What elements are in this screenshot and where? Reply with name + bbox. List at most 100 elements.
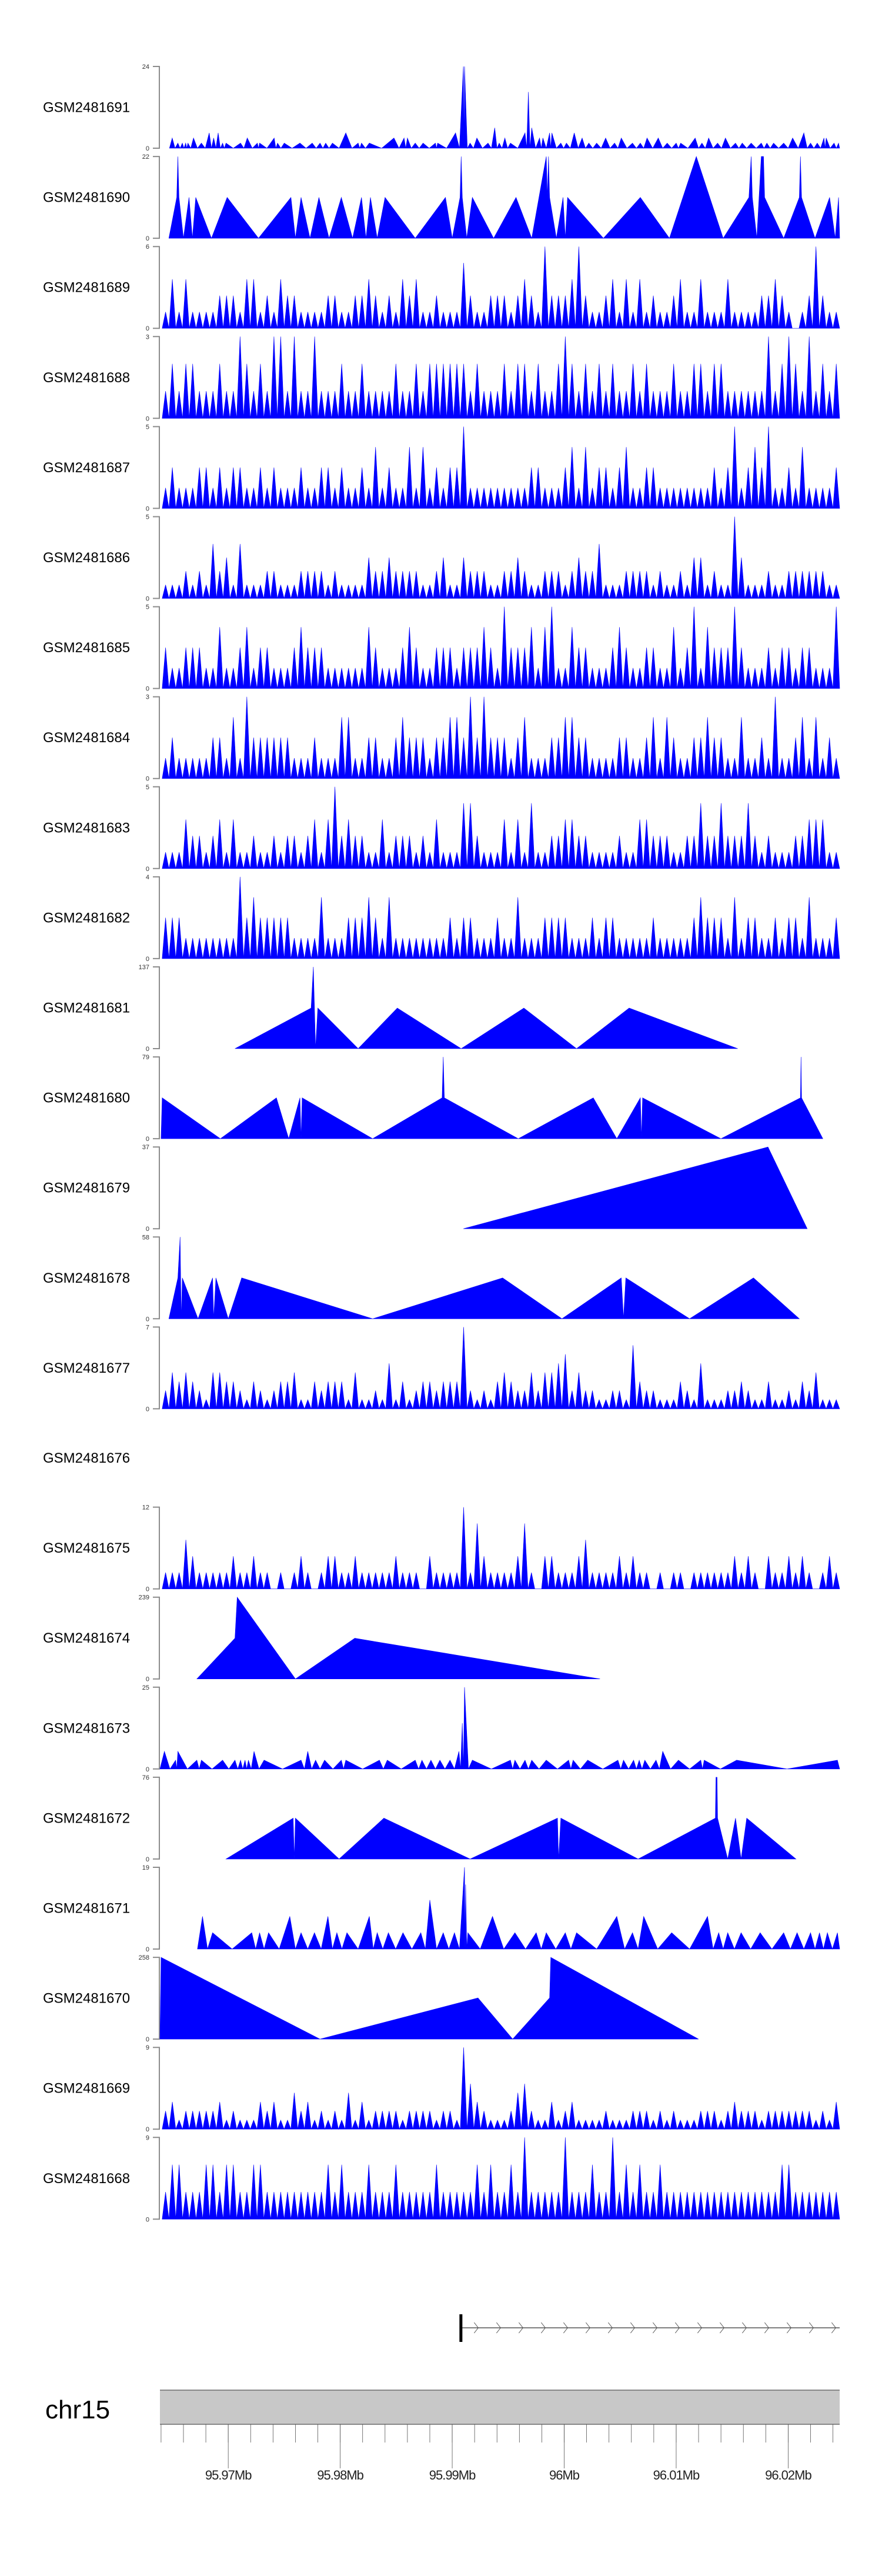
track-label: GSM2481689 — [43, 280, 130, 296]
y-axis — [153, 156, 160, 239]
gene-start-marker — [459, 2314, 463, 2342]
track-GSM2481678: GSM2481678 58 0 — [43, 1234, 800, 1323]
y-axis-max-label: 12 — [142, 1504, 149, 1511]
signal-area — [162, 2137, 840, 2220]
y-axis-min-label: 0 — [146, 505, 149, 512]
y-axis — [153, 1776, 160, 1860]
track-GSM2481686: GSM2481686 5 0 — [43, 514, 840, 603]
y-axis-max-label: 24 — [142, 64, 149, 71]
strand-arrow-icon — [697, 2322, 702, 2334]
track-GSM2481684: GSM2481684 3 0 — [43, 694, 840, 783]
signal-area — [196, 1596, 600, 1680]
x-tick-label: 95.99Mb — [429, 2468, 476, 2482]
y-axis-max-label: 79 — [142, 1054, 149, 1061]
track-label: GSM2481680 — [43, 1090, 130, 1106]
track-label: GSM2481683 — [43, 820, 130, 836]
track-label: GSM2481682 — [43, 910, 130, 926]
y-axis — [153, 246, 160, 329]
track-GSM2481688: GSM2481688 3 0 — [43, 333, 840, 422]
y-axis — [153, 2137, 160, 2220]
track-label: GSM2481670 — [43, 1991, 130, 2007]
strand-arrow-icon — [540, 2322, 546, 2334]
y-axis-max-label: 5 — [146, 423, 149, 431]
x-tick-label: 95.97Mb — [205, 2468, 252, 2482]
track-label: GSM2481675 — [43, 1540, 130, 1556]
strand-arrow-icon — [630, 2322, 635, 2334]
signal-area — [169, 66, 840, 149]
strand-arrow-icon — [764, 2322, 769, 2334]
track-label: GSM2481677 — [43, 1360, 130, 1376]
track-GSM2481669: GSM2481669 9 0 — [43, 2044, 840, 2133]
track-label: GSM2481676 — [43, 1450, 130, 1466]
signal-area — [197, 1867, 840, 1950]
signal-area — [159, 1957, 699, 2040]
strand-arrow-icon — [786, 2322, 791, 2334]
data-tracks: GSM2481691240GSM2481690220GSM248168960GS… — [43, 64, 840, 2223]
y-axis — [153, 66, 160, 149]
y-axis-max-label: 9 — [146, 2044, 149, 2051]
y-axis-max-label: 258 — [139, 1954, 149, 1961]
y-axis-min-label: 0 — [146, 1856, 149, 1863]
strand-arrow-icon — [473, 2322, 479, 2334]
track-label: GSM2481691 — [43, 100, 130, 116]
y-axis-min-label: 0 — [146, 1406, 149, 1413]
y-axis-max-label: 239 — [139, 1594, 149, 1601]
y-axis-max-label: 5 — [146, 604, 149, 611]
chromosome-band — [160, 2390, 840, 2424]
track-GSM2481671: GSM2481671 19 0 — [43, 1864, 840, 1953]
signal-area — [162, 516, 840, 599]
track-GSM2481673: GSM2481673 25 0 — [43, 1684, 840, 1773]
y-axis-max-label: 25 — [142, 1684, 149, 1691]
y-axis-max-label: 3 — [146, 694, 149, 701]
y-axis — [153, 1867, 160, 1950]
track-GSM2481672: GSM2481672 76 0 — [43, 1774, 797, 1863]
y-axis-min-label: 0 — [146, 1046, 149, 1053]
y-axis-max-label: 5 — [146, 514, 149, 521]
track-label: GSM2481690 — [43, 190, 130, 206]
track-label: GSM2481669 — [43, 2081, 130, 2097]
y-axis-min-label: 0 — [146, 866, 149, 873]
y-axis-min-label: 0 — [146, 415, 149, 422]
signal-area — [162, 246, 840, 329]
y-axis-max-label: 6 — [146, 243, 149, 251]
y-axis — [153, 1056, 160, 1140]
track-label: GSM2481687 — [43, 460, 130, 476]
y-axis — [153, 1596, 160, 1680]
track-label: GSM2481671 — [43, 1901, 130, 1917]
y-axis — [153, 696, 160, 779]
y-axis-min-label: 0 — [146, 145, 149, 152]
y-axis-max-label: 7 — [146, 1324, 149, 1331]
y-axis-min-label: 0 — [146, 235, 149, 242]
track-GSM2481689: GSM2481689 6 0 — [43, 243, 840, 332]
y-axis-min-label: 0 — [146, 956, 149, 963]
y-axis — [153, 1236, 160, 1320]
y-axis-min-label: 0 — [146, 1946, 149, 1953]
y-axis-min-label: 0 — [146, 1676, 149, 1683]
y-axis-min-label: 0 — [146, 1136, 149, 1143]
track-label: GSM2481668 — [43, 2171, 130, 2187]
y-axis-min-label: 0 — [146, 1766, 149, 1773]
y-axis — [153, 1146, 160, 1230]
strand-arrow-icon — [496, 2322, 501, 2334]
track-GSM2481683: GSM2481683 5 0 — [43, 784, 840, 873]
signal-area — [162, 426, 840, 509]
track-GSM2481682: GSM2481682 4 0 — [43, 874, 840, 963]
track-GSM2481691: GSM2481691 24 0 — [43, 64, 840, 152]
signal-area — [159, 1687, 840, 1770]
signal-area — [162, 1327, 840, 1410]
signal-area — [162, 876, 840, 959]
y-axis — [153, 1957, 160, 2040]
signal-area — [225, 1777, 797, 1860]
y-axis-min-label: 0 — [146, 596, 149, 603]
y-axis — [153, 876, 160, 959]
y-axis — [153, 1686, 160, 1770]
track-GSM2481677: GSM2481677 7 0 — [43, 1324, 840, 1413]
x-tick-label: 95.98Mb — [317, 2468, 363, 2482]
track-label: GSM2481672 — [43, 1810, 130, 1826]
y-axis-max-label: 76 — [142, 1774, 149, 1781]
y-axis — [153, 336, 160, 419]
signal-area — [162, 1507, 840, 1589]
y-axis-max-label: 19 — [142, 1864, 149, 1871]
y-axis-min-label: 0 — [146, 2126, 149, 2133]
y-axis — [153, 516, 160, 599]
